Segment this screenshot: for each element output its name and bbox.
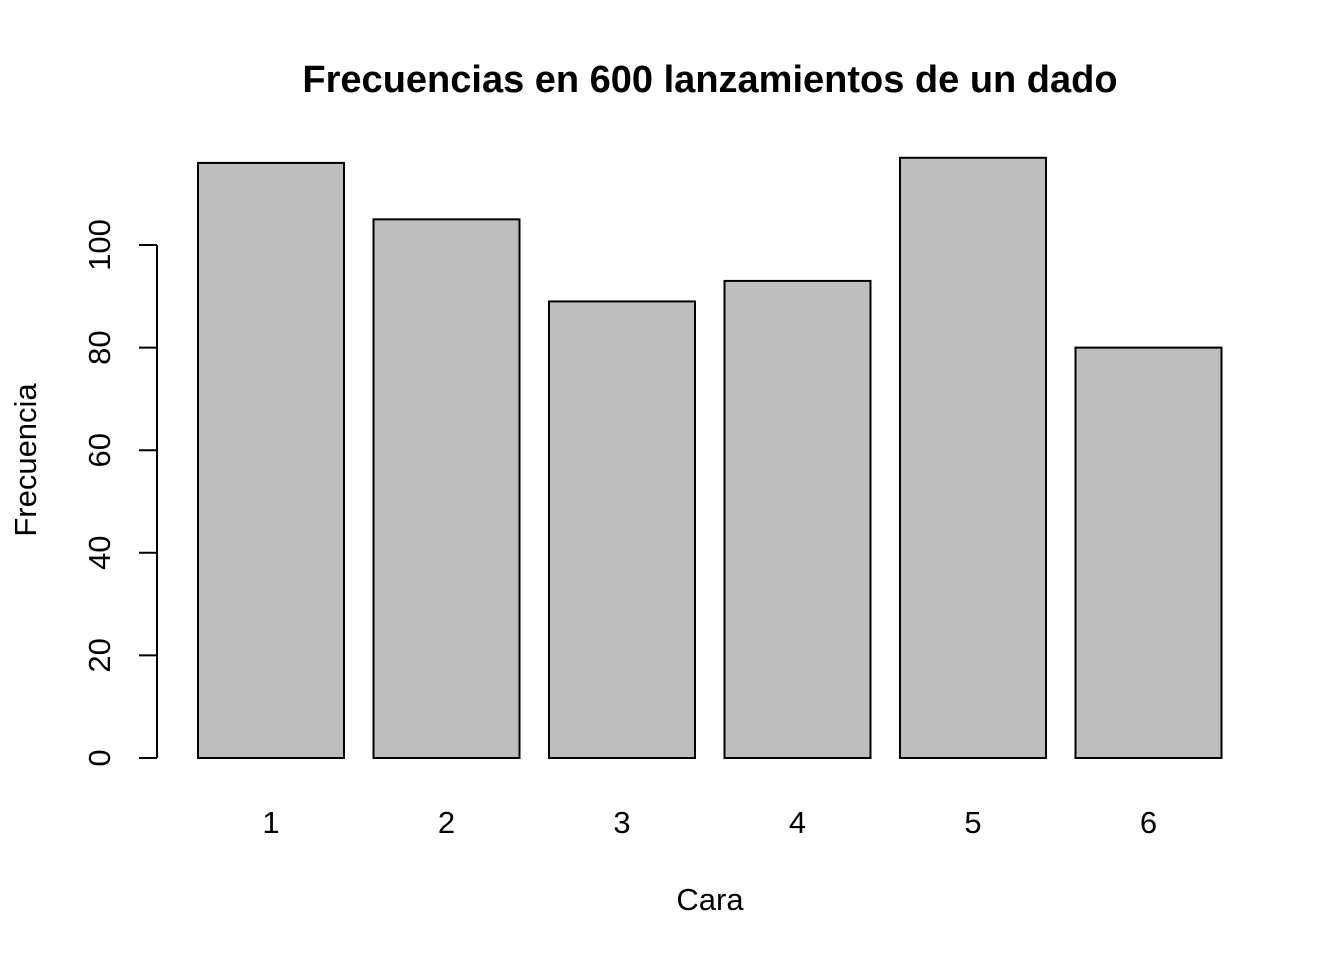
y-tick-label: 40 [82,536,117,570]
x-axis-tick-labels: 1 2 3 4 5 6 [262,805,1157,840]
x-tick-label: 2 [438,805,455,840]
bar-6 [1074,346,1223,759]
x-tick-label: 1 [262,805,279,840]
y-tick-label: 20 [82,638,117,672]
y-tick-label: 60 [82,433,117,467]
x-tick-label: 6 [1140,805,1157,840]
x-axis-label: Cara [676,882,744,917]
chart-title: Frecuencias en 600 lanzamientos de un da… [302,59,1117,101]
y-axis-label: Frecuencia [8,383,43,537]
y-tick-label: 80 [82,330,117,364]
bar-1 [197,161,345,760]
bar-3 [548,300,696,759]
y-tick-label: 100 [82,219,117,271]
bar-4 [723,279,872,759]
bar-2 [372,218,521,760]
y-axis: 0 20 40 60 80 100 [82,219,158,767]
y-tick-label: 0 [82,749,117,766]
x-tick-label: 4 [789,805,806,840]
x-tick-label: 3 [613,805,630,840]
x-tick-label: 5 [964,805,981,840]
bar-5 [899,156,1047,760]
bars [197,156,1223,760]
